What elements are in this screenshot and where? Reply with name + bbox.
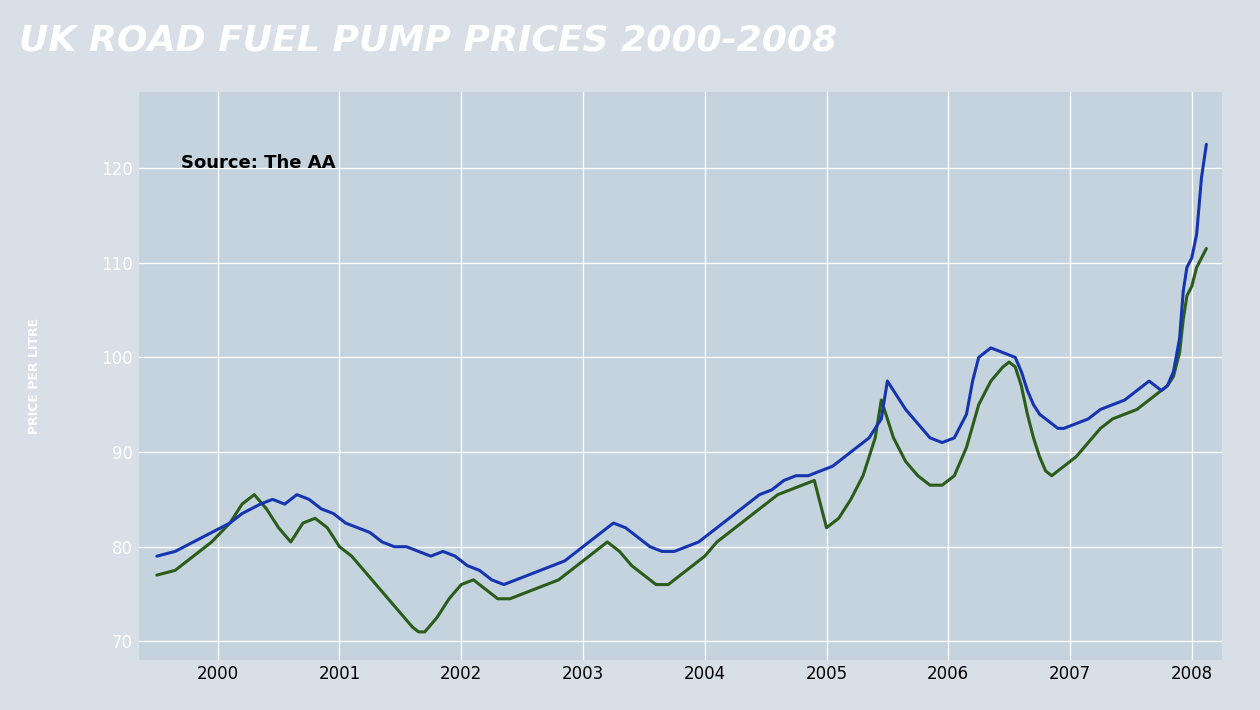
Text: PRICE PER LITRE: PRICE PER LITRE [28, 318, 42, 435]
Text: Source: The AA: Source: The AA [181, 154, 335, 172]
Text: UK ROAD FUEL PUMP PRICES 2000-2008: UK ROAD FUEL PUMP PRICES 2000-2008 [19, 24, 837, 58]
